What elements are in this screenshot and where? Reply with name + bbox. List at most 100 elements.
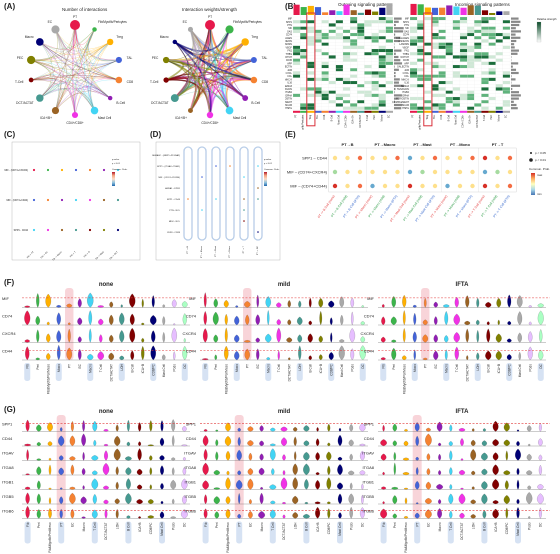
violin [182,301,188,308]
heat-cell [371,42,379,46]
violin [248,511,253,519]
heat-cell [371,20,379,24]
heat-cell [417,48,425,53]
heat-cell [335,80,344,85]
violin [348,470,355,476]
heat-cell [307,39,315,43]
celltype-capsule [380,521,387,544]
heat-cell [467,36,475,40]
heat-cell [467,55,475,59]
heat-cell [502,106,511,110]
heat-cell [385,80,394,85]
heat-cell [502,26,511,30]
violin [48,497,52,505]
violin [181,444,188,447]
node-label: B-Cell [116,101,125,105]
heat-cell [350,32,358,37]
pathway-label: MK [288,27,292,30]
heat-cell [438,20,446,24]
heat-cell [474,93,482,98]
violin [349,482,353,490]
celltype-label: Fib&Myofib/PeriMeso [226,522,230,553]
heat-cell [342,39,351,43]
col-label: PT -> Mono [228,245,231,257]
heat-cell [307,80,315,85]
violin [59,496,64,505]
colorbar [264,172,267,186]
violin [266,357,271,361]
celltype-label: DCT/ACTAT [359,114,362,128]
heat-cell [292,52,301,56]
violin [307,333,313,343]
celltype-capsule [506,363,513,381]
violin [327,442,331,447]
heat-cell [371,55,379,59]
heat-cell [502,16,511,21]
violin [172,435,175,447]
heat-cell [452,16,461,21]
gene-label: CD44 [186,436,197,441]
node-label: EC [183,20,188,24]
violin [59,509,63,519]
top-bar [467,5,474,16]
violin [234,315,240,326]
heat-cell [350,29,358,34]
violin [202,358,209,361]
heat-cell [409,20,418,24]
chord-edge [55,76,119,111]
heat-cell [342,32,351,37]
violin [507,294,512,308]
celltype-strip [328,110,336,113]
heat-cell [357,61,365,66]
violin [460,487,464,490]
group-label: PT→Mast [413,142,432,147]
chord-edge [55,29,111,99]
violin [102,463,110,476]
pathway-label: EPHA [285,94,292,97]
panel-label-b: (B) [285,2,297,11]
row-label: SPP1 - CD44 [167,199,181,201]
violin [327,508,331,519]
dot [187,198,189,200]
heat-cell [417,32,425,37]
heat-cell [481,16,489,21]
violin [214,354,217,361]
side-bar [511,87,513,91]
heat-cell [292,26,301,30]
violin [70,464,75,476]
heat-cell [409,68,418,72]
heat-cell [424,36,432,40]
heat-cell [452,71,461,75]
heat-cell [357,45,365,50]
heat-cell [307,58,315,62]
heat-cell [335,106,344,110]
violin [528,305,532,308]
pt-frame [306,12,316,127]
violin [337,464,343,476]
violin [141,298,144,308]
heat-cell [321,106,329,110]
violin [225,477,231,490]
violin [183,338,186,343]
heat-cell [438,23,446,27]
heat-cell [467,16,475,21]
heat-cell [495,20,503,24]
legend-text: p < 0.01 [535,158,546,162]
heat-cell [502,42,511,46]
violin [114,435,121,447]
violin [382,471,385,476]
chord-edge [31,59,52,99]
heat-cell [357,96,365,101]
pathway-label: IL16 [287,82,292,85]
side-bar [511,46,515,49]
dot [445,155,450,161]
heat-cell [459,61,468,66]
violin [280,477,288,490]
top-bar [460,7,467,15]
heat-cell [488,39,496,43]
violin [237,427,241,432]
celltype-label: Fib&Myofib/PeriMeso [402,364,406,395]
dot [257,198,259,200]
dot [370,183,375,189]
heat-cell [502,29,511,34]
